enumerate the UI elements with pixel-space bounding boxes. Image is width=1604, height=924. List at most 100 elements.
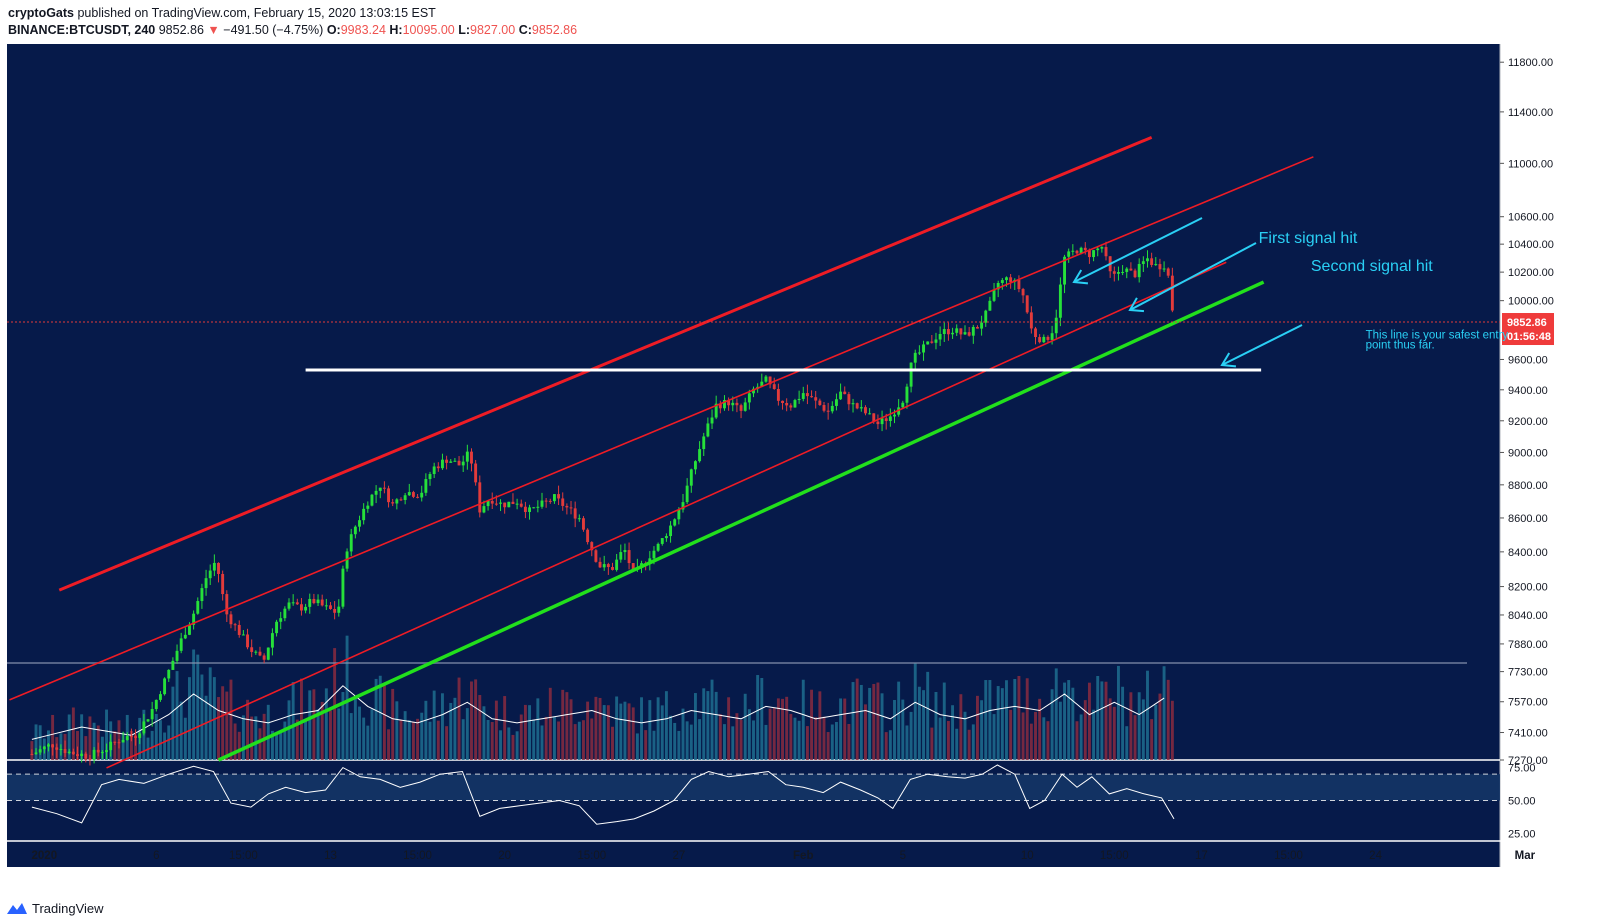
candle-body bbox=[374, 490, 378, 495]
candle-body bbox=[1166, 268, 1170, 276]
volume-bar bbox=[345, 635, 349, 760]
candle-body bbox=[1154, 264, 1158, 266]
volume-bar bbox=[217, 697, 220, 760]
candle-body bbox=[407, 492, 411, 496]
volume-bar bbox=[432, 690, 436, 760]
volume-bar bbox=[486, 719, 490, 760]
volume-bar bbox=[913, 663, 917, 760]
candle-body bbox=[308, 598, 312, 607]
candle-body bbox=[905, 386, 909, 403]
volume-bar bbox=[1000, 688, 1004, 760]
volume-bar bbox=[329, 710, 332, 760]
author-name[interactable]: cryptoGats bbox=[8, 6, 74, 20]
candle-body bbox=[34, 752, 38, 755]
candle-body bbox=[117, 742, 121, 744]
candle-body bbox=[1054, 317, 1058, 334]
candle-body bbox=[312, 598, 316, 604]
volume-bar bbox=[1170, 700, 1174, 760]
price-tick-label: 9000.00 bbox=[1508, 447, 1548, 459]
price-tick-label: 9400.00 bbox=[1508, 385, 1548, 397]
candle-body bbox=[594, 550, 598, 562]
brand-name[interactable]: TradingView bbox=[32, 900, 104, 916]
candle-body bbox=[992, 289, 996, 301]
rsi-tick-label: 75.00 bbox=[1508, 763, 1536, 775]
volume-bar bbox=[436, 720, 440, 760]
symbol-label[interactable]: BINANCE:BTCUSDT, 240 bbox=[8, 23, 156, 37]
volume-bar bbox=[640, 697, 643, 760]
volume-bar bbox=[71, 707, 75, 760]
chart-header: cryptoGats published on TradingView.com,… bbox=[8, 5, 577, 39]
candle-body bbox=[129, 736, 133, 738]
candle-body bbox=[1125, 268, 1129, 272]
candle-body bbox=[1034, 328, 1037, 338]
candle-body bbox=[901, 402, 905, 408]
volume-bar bbox=[200, 674, 204, 760]
candle-body bbox=[959, 328, 963, 335]
volume-bar bbox=[917, 686, 921, 760]
candle-body bbox=[677, 509, 681, 520]
candle-body bbox=[100, 752, 104, 754]
candle-body bbox=[121, 739, 125, 743]
volume-bar bbox=[1038, 698, 1042, 760]
volume-bar bbox=[1104, 681, 1108, 760]
candle-body bbox=[382, 487, 386, 489]
volume-bar bbox=[1133, 715, 1137, 760]
candle-body bbox=[917, 352, 921, 354]
candle-body bbox=[287, 602, 291, 609]
candle-body bbox=[1029, 312, 1033, 329]
candle-body bbox=[208, 570, 212, 579]
candle-body bbox=[776, 388, 780, 401]
candle-body bbox=[1117, 272, 1120, 274]
candle-body bbox=[246, 634, 249, 648]
volume-bar bbox=[689, 724, 693, 760]
candle-body bbox=[387, 488, 390, 503]
candle-body bbox=[378, 487, 382, 491]
candle-body bbox=[337, 606, 341, 613]
candle-body bbox=[457, 460, 461, 466]
volume-bar bbox=[747, 709, 751, 760]
volume-bar bbox=[1137, 692, 1141, 760]
volume-bar bbox=[582, 720, 585, 760]
candle-body bbox=[366, 505, 370, 509]
volume-bar bbox=[590, 718, 594, 760]
candle-body bbox=[1087, 250, 1091, 258]
rsi-line bbox=[31, 764, 1175, 825]
volume-bar bbox=[320, 701, 324, 760]
time-tick-label: 15:00 bbox=[1274, 850, 1303, 862]
volume-bar bbox=[731, 726, 735, 760]
volume-bar bbox=[399, 719, 403, 760]
volume-bar bbox=[523, 704, 527, 760]
volume-bar bbox=[76, 731, 79, 760]
candle-body bbox=[482, 506, 486, 513]
price-tick-label: 7730.00 bbox=[1508, 667, 1548, 679]
candle-body bbox=[706, 423, 710, 437]
candle-body bbox=[864, 407, 867, 414]
candle-body bbox=[1071, 250, 1075, 252]
volume-bar bbox=[304, 721, 308, 760]
price-tick-label: 11800.00 bbox=[1508, 57, 1553, 69]
arrow-first-signal bbox=[1072, 217, 1203, 285]
volume-bar bbox=[188, 677, 191, 760]
volume-bar bbox=[710, 679, 714, 760]
volume-bar bbox=[34, 724, 38, 760]
candle-body bbox=[221, 573, 225, 595]
candle-body bbox=[938, 334, 942, 340]
price-tick-label: 11000.00 bbox=[1508, 158, 1553, 170]
volume-bar bbox=[818, 691, 822, 760]
volume-bar bbox=[797, 720, 801, 760]
last-price-label: 9852.86 bbox=[1507, 317, 1547, 329]
volume-bar bbox=[752, 720, 755, 760]
candle-body bbox=[142, 721, 146, 734]
candle-body bbox=[420, 492, 424, 498]
volume-bar bbox=[1063, 682, 1066, 760]
volume-bar bbox=[1129, 692, 1133, 760]
volume-bar bbox=[270, 730, 274, 760]
volume-bar bbox=[756, 675, 760, 760]
candle-body bbox=[167, 669, 171, 679]
candle-body bbox=[441, 459, 444, 469]
volume-bar bbox=[544, 716, 548, 760]
open-value: 9983.24 bbox=[340, 23, 386, 37]
rsi-tick-label: 25.00 bbox=[1508, 828, 1536, 840]
candle-body bbox=[785, 402, 789, 406]
